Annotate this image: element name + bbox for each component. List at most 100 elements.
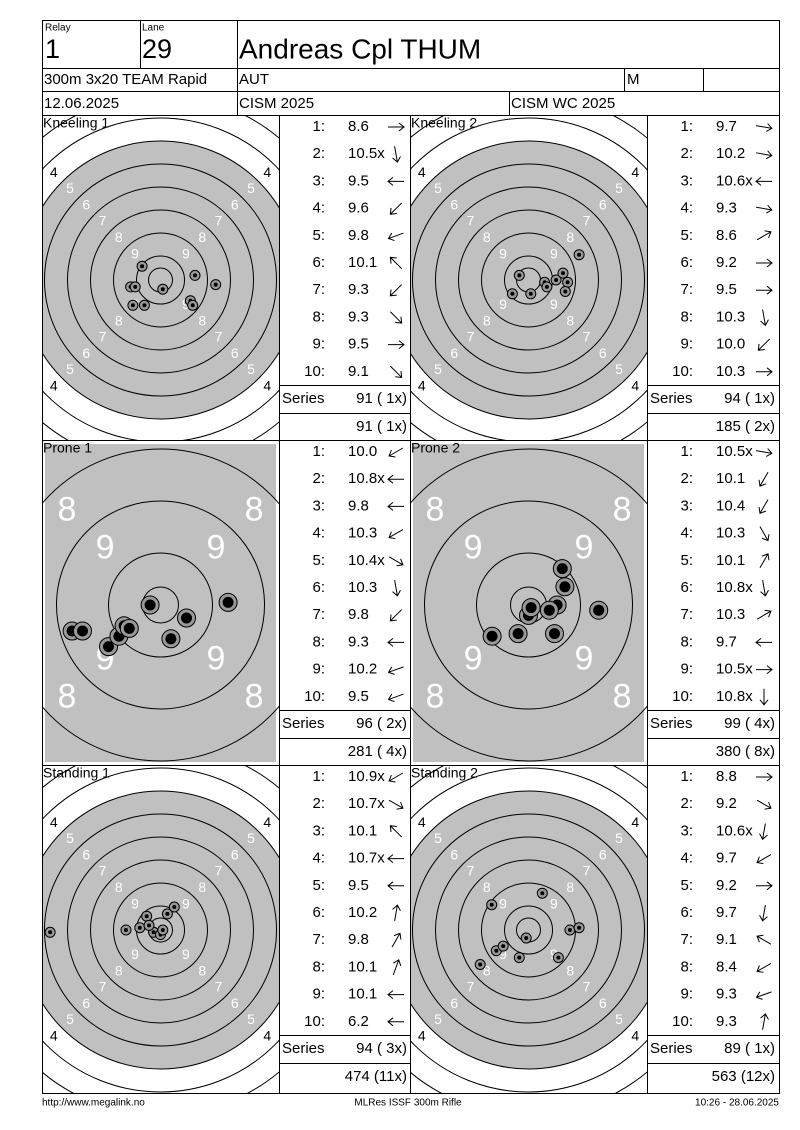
shot-arrow xyxy=(387,881,404,891)
match: CISM WC 2025 xyxy=(511,95,615,112)
shot-score: 10.1 xyxy=(348,254,377,271)
ring-label: 8 xyxy=(245,678,264,716)
shot-number: 1: xyxy=(312,443,325,460)
shot-score: 10.1 xyxy=(348,822,377,839)
shot-score: 9.7 xyxy=(716,904,737,921)
shot-arrow xyxy=(387,177,404,186)
ring-label: 7 xyxy=(467,863,475,879)
ring xyxy=(412,163,645,397)
shot-number: 3: xyxy=(680,822,693,839)
hit-center xyxy=(510,291,515,296)
shot-score: 10.3 xyxy=(716,308,745,325)
shot-score: 10.5x xyxy=(348,145,385,162)
shot-arrow xyxy=(389,284,403,297)
shot-number: 7: xyxy=(680,931,693,948)
competition: CISM 2025 xyxy=(239,95,314,112)
ring-label: 4 xyxy=(418,1027,426,1043)
shot-number: 9: xyxy=(680,661,693,678)
shot-number: 7: xyxy=(312,931,325,948)
ring-label: 6 xyxy=(82,345,90,361)
ring-label: 7 xyxy=(99,979,107,995)
shot-number: 2: xyxy=(680,470,693,487)
series-label: Series xyxy=(282,390,325,407)
shot-number: 9: xyxy=(312,986,325,1003)
shot-number: 1: xyxy=(312,118,325,135)
ring-label: 8 xyxy=(483,962,491,978)
ring-label: 8 xyxy=(57,678,76,716)
shot-arrow xyxy=(387,232,404,242)
shot-number: 9: xyxy=(680,336,693,353)
shot-number: 6: xyxy=(312,579,325,596)
ring-label: 9 xyxy=(550,895,558,911)
shot-arrow xyxy=(389,256,403,270)
shot-number: 2: xyxy=(680,145,693,162)
ring-label: 6 xyxy=(231,196,239,212)
ring-label: 7 xyxy=(215,213,223,229)
series-score: 96 ( 2x) xyxy=(356,715,407,732)
hit-center xyxy=(151,930,156,935)
shot-number: 7: xyxy=(680,606,693,623)
shot-arrow xyxy=(387,693,404,703)
panel-title: Kneeling 2 xyxy=(411,115,477,131)
total-score: 281 ( 4x) xyxy=(348,743,407,760)
nation: AUT xyxy=(239,71,269,88)
shot-score: 10.3 xyxy=(348,579,377,596)
ring-label: 9 xyxy=(131,245,139,261)
ring-label: 5 xyxy=(434,830,442,846)
ring-label: 7 xyxy=(99,863,107,879)
shot-arrow xyxy=(756,285,773,295)
ring-label: 8 xyxy=(566,229,574,245)
series-score: 94 ( 3x) xyxy=(356,1040,407,1057)
ring-label: 8 xyxy=(198,962,206,978)
series-label: Series xyxy=(650,1040,693,1057)
ring xyxy=(458,859,599,1001)
shot-number: 4: xyxy=(680,200,693,217)
hit-center xyxy=(559,581,571,593)
footer-left: http://www.megalink.no xyxy=(42,1098,145,1109)
shot-number: 7: xyxy=(312,606,325,623)
ring-label: 7 xyxy=(215,329,223,345)
ring-label: 9 xyxy=(499,895,507,911)
ring-label: 5 xyxy=(615,830,623,846)
hit-center xyxy=(563,289,568,294)
shot-arrow xyxy=(756,204,773,214)
shot-score: 9.8 xyxy=(348,606,369,623)
shot-score: 9.8 xyxy=(348,227,369,244)
ring-label: 5 xyxy=(66,1011,74,1027)
hit-center xyxy=(130,303,135,308)
shot-arrow xyxy=(389,609,403,622)
hit-center xyxy=(544,284,549,289)
shooter-name: Andreas Cpl THUM xyxy=(239,33,481,64)
footer-center: MLRes ISSF 300m Rifle xyxy=(354,1098,462,1109)
lane: 29 xyxy=(142,34,172,64)
ring-label: 8 xyxy=(613,678,632,716)
shot-score: 9.7 xyxy=(716,118,737,135)
hit-center xyxy=(137,925,142,930)
shot-score: 8.4 xyxy=(716,958,737,975)
hit-center xyxy=(133,284,138,289)
ring-label: 6 xyxy=(599,846,607,862)
ring xyxy=(435,836,622,1024)
ring xyxy=(411,767,647,1093)
hit-center xyxy=(123,622,135,634)
ring-label: 7 xyxy=(467,979,475,995)
hit-center xyxy=(181,612,192,624)
hit-center xyxy=(147,923,151,928)
shot-number: 1: xyxy=(312,768,325,785)
ring-label: 5 xyxy=(615,361,623,377)
shot-number: 1: xyxy=(680,768,693,785)
ring-label: 9 xyxy=(499,245,507,261)
ring-label: 9 xyxy=(464,529,483,567)
shot-arrow xyxy=(755,177,772,186)
shot-number: 5: xyxy=(680,877,693,894)
ring-label: 7 xyxy=(583,329,591,345)
shot-score: 9.3 xyxy=(348,633,369,650)
shot-arrow xyxy=(389,365,403,379)
hit-center xyxy=(517,955,522,960)
lane-label: Lane xyxy=(142,23,165,34)
shot-arrow xyxy=(387,502,404,511)
hit-center xyxy=(524,936,529,941)
shot-arrow xyxy=(388,772,404,783)
